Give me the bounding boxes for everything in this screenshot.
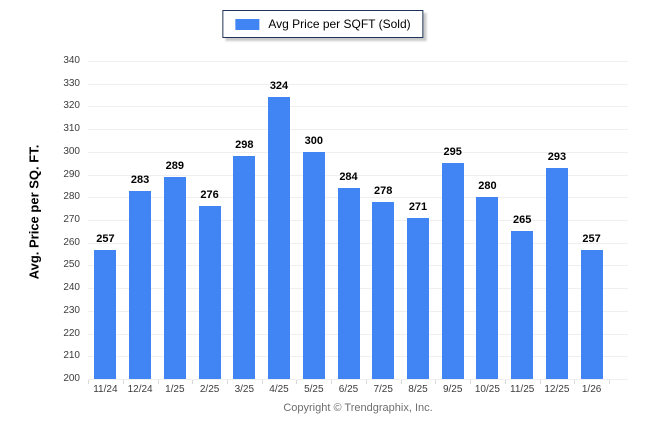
x-axis-tick-mark <box>574 380 576 384</box>
x-axis-tick-mark <box>157 380 159 384</box>
y-axis-tick-label: 210 <box>63 350 80 362</box>
y-axis-tick-label: 320 <box>63 100 80 112</box>
bar-value-label: 257 <box>96 232 115 245</box>
bar-value-label: 293 <box>547 150 567 163</box>
y-axis-title: Avg. Price per SQ. FT. <box>26 144 42 280</box>
y-axis-tick-label: 290 <box>63 168 80 180</box>
gridline <box>88 379 628 380</box>
x-axis-tick-label: 1/26 <box>581 384 602 395</box>
y-axis-tick-label: 280 <box>63 191 80 203</box>
bar-value-label: 265 <box>513 214 532 227</box>
bar <box>198 206 221 379</box>
x-axis-tick-mark <box>296 380 298 384</box>
x-axis-tick-label: 10/25 <box>474 384 500 395</box>
y-axis-tick-label: 260 <box>63 236 80 248</box>
bar-value-label: 298 <box>235 139 254 152</box>
gridline <box>88 129 628 131</box>
x-axis-tick-mark <box>365 380 367 384</box>
bar <box>337 188 360 379</box>
gridline <box>88 151 628 153</box>
y-axis-tick-label: 200 <box>63 373 80 384</box>
x-axis-tick-label: 5/25 <box>304 384 324 395</box>
legend: Avg Price per SQFT (Sold) <box>222 10 424 38</box>
y-axis-tick-label: 230 <box>63 304 80 316</box>
bar <box>511 231 534 379</box>
bar <box>545 167 568 379</box>
x-axis-tick-label: 8/25 <box>408 384 428 395</box>
bar <box>441 163 464 379</box>
x-axis-tick-mark <box>261 380 263 384</box>
x-axis-tick-mark <box>504 380 506 384</box>
bar <box>94 249 117 379</box>
y-axis-tick-label: 300 <box>63 145 80 157</box>
x-axis-tick-label: 9/25 <box>442 384 463 395</box>
bar-value-label: 324 <box>269 80 289 93</box>
bar <box>580 249 603 379</box>
x-axis-tick-mark <box>539 380 541 384</box>
gridline <box>88 61 628 62</box>
x-axis-tick-mark <box>192 380 194 384</box>
y-axis-tick-label: 240 <box>63 282 80 294</box>
legend-label: Avg Price per SQFT (Sold) <box>268 17 411 31</box>
bar <box>268 97 290 379</box>
y-axis-tick-label: 220 <box>63 327 80 339</box>
bar-value-label: 295 <box>443 146 462 159</box>
x-axis-tick-mark <box>435 380 437 384</box>
x-axis-tick-mark <box>470 380 472 384</box>
bar <box>302 151 325 379</box>
x-axis-tick-mark <box>226 380 228 384</box>
gridline <box>88 174 628 176</box>
x-axis-tick-mark <box>331 380 333 384</box>
bar-value-label: 280 <box>478 180 497 193</box>
x-axis-tick-label: 12/24 <box>127 384 153 395</box>
x-axis-tick-label: 3/25 <box>234 384 255 395</box>
x-axis-tick-label: 4/25 <box>269 384 289 395</box>
bar <box>233 156 256 379</box>
gridline <box>88 83 628 85</box>
bar-value-label: 257 <box>582 232 601 245</box>
y-axis-tick-label: 330 <box>63 77 80 89</box>
x-axis-tick-label: 11/25 <box>510 384 535 395</box>
y-axis-tick-label: 270 <box>63 214 80 225</box>
x-axis-tick-label: 7/25 <box>373 384 393 395</box>
bar-value-label: 283 <box>130 173 150 186</box>
bar-value-label: 271 <box>408 200 428 213</box>
copyright-text: Copyright © Trendgraphix, Inc. <box>283 402 433 414</box>
x-axis-tick-label: 2/25 <box>199 384 220 395</box>
bar <box>163 176 186 379</box>
x-axis-tick-label: 6/25 <box>338 384 359 395</box>
bar-value-label: 289 <box>165 159 184 172</box>
x-axis-tick-mark <box>609 380 610 384</box>
bar <box>372 201 395 379</box>
bar <box>476 197 499 379</box>
bar-value-label: 278 <box>374 184 393 197</box>
legend-swatch-icon <box>235 18 260 30</box>
bar-value-label: 276 <box>200 189 219 202</box>
x-axis-tick-label: 1/25 <box>165 384 185 395</box>
bar <box>407 217 429 379</box>
bar <box>129 190 152 379</box>
x-axis-tick-label: 11/24 <box>93 384 118 395</box>
bar-value-label: 300 <box>304 134 323 147</box>
x-axis-tick-mark <box>88 380 89 384</box>
y-axis-tick-label: 250 <box>63 259 80 271</box>
y-axis-tick-label: 340 <box>63 55 80 66</box>
x-axis-tick-label: 12/25 <box>544 384 570 395</box>
x-axis-tick-mark <box>122 380 124 384</box>
x-axis-tick-mark <box>400 380 402 384</box>
y-axis-tick-label: 310 <box>63 123 80 135</box>
gridline <box>88 106 628 108</box>
bar-value-label: 284 <box>339 171 358 184</box>
